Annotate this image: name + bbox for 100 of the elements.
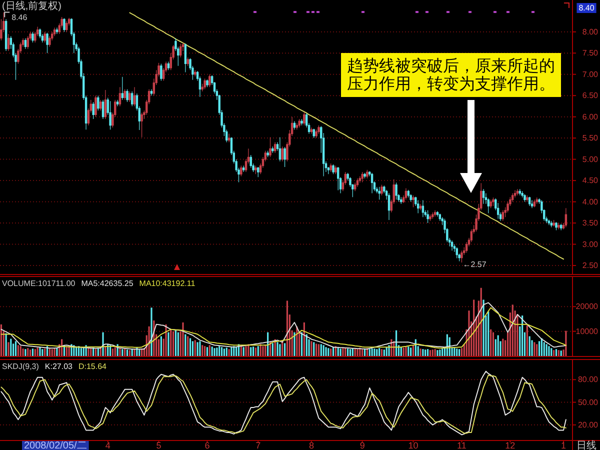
candlestick [552,220,555,227]
candlestick [354,182,356,192]
chart-title: VOLUME:101711.00 [2,279,76,288]
candlestick [206,79,208,88]
candlestick [26,36,29,50]
candlestick [303,112,306,126]
x-tick-label: 7 [256,440,261,450]
candlestick [296,122,298,130]
y-tick-label: 3.00 [582,240,599,249]
y-tick-label: 6.00 [582,112,599,122]
candlestick [44,32,46,43]
y-tick-label: 5.50 [582,134,599,143]
candlestick [179,43,182,58]
candlestick [530,200,534,208]
callout: 趋势线被突破后，原来所起的压力作用，转变为支撑作用。 [341,53,561,97]
candlestick [526,195,528,202]
candlestick [124,88,126,100]
candlestick [312,128,315,138]
candlestick [404,188,408,200]
candlestick [456,246,458,259]
y-tick-label: 4.50 [582,176,599,186]
x-tick-label: 1 [561,440,566,450]
candlestick [315,129,318,138]
candlestick [400,196,402,204]
candlestick [450,240,454,251]
candlestick [53,27,56,36]
candlestick [334,165,337,174]
candlestick [422,200,424,218]
y-tick-label: 7.50 [582,48,599,58]
candlestick [194,70,196,77]
candlestick [555,222,558,231]
candlestick [548,219,550,226]
candlestick [564,208,568,228]
candlestick [521,190,524,198]
candlestick [337,166,340,191]
candlestick [465,242,468,254]
candlestick [330,163,332,172]
candlestick [482,188,485,204]
y-tick-label: 80.00 [578,375,599,384]
y-tick-label: 5.00 [582,154,599,164]
x-tick-label: 8 [308,440,314,450]
legend: MA5:42635.25 MA10:43192.11 [81,279,196,288]
candlestick [533,199,536,208]
x-tick-label: 6 [204,440,210,450]
x-tick-label: 11 [457,440,466,450]
candlestick [388,192,390,220]
x-tick-label: 9 [360,440,365,450]
chart-title: (日线,前复权) [2,0,62,12]
candlestick [550,220,552,228]
candlestick [558,222,560,230]
candlestick [512,192,514,202]
candlestick [516,188,519,196]
annotation: ←2.57 [462,260,487,270]
candlestick [284,146,286,168]
candlestick [126,88,128,102]
candlestick [438,213,442,222]
candlestick [94,95,97,118]
y-tick-label: 20000 [576,302,599,312]
candlestick [364,172,366,179]
candlestick [104,90,107,120]
candlestick [492,197,494,206]
candlestick [269,136,272,158]
candlestick [257,166,260,178]
candlestick [514,190,516,198]
y-tick-label: 2.50 [582,261,599,270]
x-tick-label: 10 [408,440,418,450]
candlestick [97,95,100,111]
candlestick [228,134,230,143]
candlestick [160,63,162,82]
chart-title: SKDJ(9,3) [2,362,40,371]
text: 日线 [576,440,596,450]
candlestick [121,76,124,100]
candlestick [7,34,10,52]
candlestick [429,214,432,222]
y-tick-label: 6.50 [582,91,599,100]
candlestick [378,186,380,200]
candlestick [318,125,320,134]
x-tick-label: 5 [156,440,162,450]
candlestick [506,201,509,213]
y-tick-label: 8.00 [582,27,599,36]
candlestick [410,194,412,202]
candlestick [366,170,368,179]
candlestick [460,250,463,263]
candlestick [63,18,66,32]
candlestick [278,136,282,162]
candlestick [412,195,414,208]
y-tick-label: 20.00 [578,420,599,430]
candlestick [140,112,143,138]
candlestick [496,202,500,220]
x-tick-label: 12 [505,440,516,450]
candlestick [426,210,429,224]
candlestick [116,100,119,106]
line-series [129,12,564,260]
candlestick [208,74,211,88]
candlestick [48,36,51,48]
y-tick-label: 7.00 [582,70,599,79]
candlestick [167,61,170,70]
candlestick [266,150,269,158]
candlestick [356,178,359,188]
candlestick [150,88,153,96]
